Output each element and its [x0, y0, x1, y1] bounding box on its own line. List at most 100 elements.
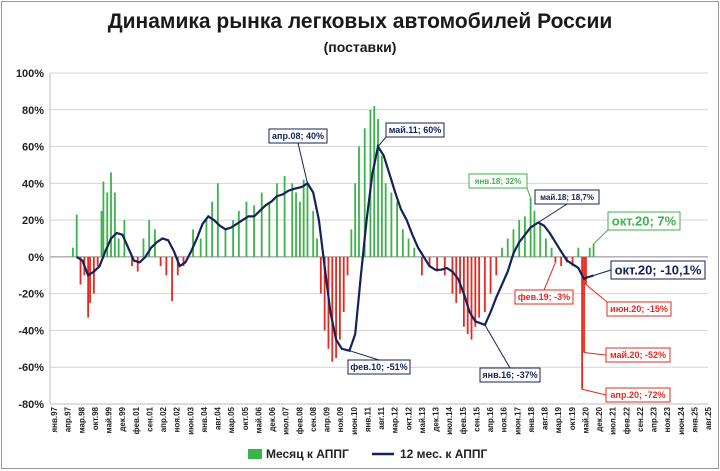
bar: [211, 201, 214, 257]
bar: [560, 256, 563, 267]
y-tick-label: -20%: [18, 289, 44, 301]
x-tick-label: июн.03: [186, 406, 195, 434]
x-tick-label: сен.01: [145, 406, 154, 431]
x-tick-label: янв.04: [200, 406, 209, 432]
bar: [110, 172, 112, 257]
legend-label-line: 12 мес. к АППГ: [400, 447, 488, 461]
annotation-label: янв.18; 32%: [475, 177, 521, 186]
bar: [312, 210, 315, 257]
annotation-box: [534, 189, 600, 205]
x-tick-label: май.99: [105, 406, 114, 433]
bar: [224, 229, 227, 257]
grid-lines: [49, 72, 708, 405]
annotation-leader: [297, 142, 308, 184]
bar: [588, 247, 591, 257]
bar: [331, 256, 334, 362]
bar: [323, 256, 326, 331]
bar: [390, 192, 393, 257]
x-tick-label: июл.21: [609, 406, 618, 434]
bar: [75, 214, 78, 257]
annotation-label: май.20; -52%: [610, 350, 666, 360]
x-tick-label: июн.10: [350, 406, 359, 434]
y-tick-label: -40%: [18, 325, 44, 337]
y-tick-label: 20%: [22, 215, 44, 227]
x-tick-label: окт.05: [241, 406, 250, 430]
annotation-leader: [484, 324, 511, 369]
bar: [451, 256, 454, 294]
annotations: апр.08; 40% май.11; 60% фев.10; -51% янв.18…: [268, 122, 706, 403]
y-tick-label: 60%: [22, 142, 44, 154]
x-tick-label: апр.02: [159, 406, 168, 432]
x-tick-label: июл.14: [445, 406, 454, 434]
legend-swatch-bar: [248, 449, 262, 459]
annotation-label: фев.10; -51%: [350, 362, 407, 372]
bar: [550, 247, 553, 257]
x-tick-label: фев.22: [622, 406, 631, 434]
bar: [413, 247, 416, 257]
annotation-box: [347, 359, 411, 375]
x-tick-label: июл.07: [282, 406, 291, 434]
x-tick-label: янв.18: [527, 406, 536, 432]
bar: [142, 238, 145, 257]
bar: [350, 229, 353, 257]
x-tick-label: окт.98: [91, 406, 100, 430]
y-tick-label: 80%: [22, 105, 44, 117]
x-tick-label: сен.15: [472, 406, 481, 431]
chart-title: Динамика рынка легковых автомобилей Росс…: [107, 10, 613, 33]
bar: [539, 223, 542, 257]
annotation-leader: [593, 229, 609, 245]
x-tick-label: апр.97: [64, 406, 73, 432]
bar: [407, 238, 410, 257]
x-tick-label: июн.24: [677, 406, 686, 434]
bar: [506, 238, 509, 257]
bar: [276, 183, 278, 257]
x-tick-label: дек.20: [595, 406, 604, 431]
bar: [335, 256, 337, 359]
bar: [102, 181, 105, 257]
bar: [428, 256, 431, 267]
x-tick-label: янв.11: [363, 406, 372, 432]
y-tick-label: 40%: [22, 178, 44, 190]
bar: [459, 256, 461, 294]
bar: [306, 183, 309, 257]
x-tick-label: мар.19: [554, 406, 563, 433]
bar: [489, 256, 492, 294]
bar: [421, 256, 423, 276]
bar: [363, 128, 366, 257]
x-tick-label: мар.05: [227, 406, 236, 433]
legend-label-bar: Месяц к АППГ: [266, 447, 349, 461]
x-tick-label: апр.09: [323, 406, 332, 432]
bar: [518, 220, 521, 257]
annotation-label: апр.20; -72%: [611, 390, 666, 400]
bar: [470, 256, 473, 340]
x-tick-label: авг.04: [214, 406, 223, 430]
bar: [79, 256, 82, 285]
x-tick-label: ноя.23: [663, 406, 672, 432]
x-tick-label: май.20: [581, 406, 590, 433]
bar: [87, 256, 90, 318]
bar: [245, 201, 248, 257]
bar: [131, 256, 133, 267]
bar: [524, 216, 526, 257]
bar: [577, 247, 580, 257]
annotation-box: [607, 211, 681, 231]
annotation-label: окт.20; 7%: [612, 214, 677, 229]
x-tick-label: окт.19: [568, 406, 577, 430]
bar: [100, 210, 103, 257]
annotation-box: [268, 128, 328, 144]
bar: [533, 210, 536, 257]
x-tick-label: апр.23: [650, 406, 659, 432]
bar: [495, 256, 498, 276]
bar: [165, 256, 168, 276]
bar: [182, 256, 185, 267]
annotation-box: [514, 289, 574, 305]
annotation-leader: [543, 262, 556, 291]
x-tick-label: сен.22: [636, 406, 645, 431]
legend: Месяц к АППГ 12 мес. к АППГ: [248, 447, 488, 461]
bar: [253, 205, 255, 257]
x-tick-label: апр.16: [486, 406, 495, 432]
bar: [585, 256, 587, 285]
x-tick-label: окт.12: [404, 406, 413, 430]
annotation-leader: [582, 388, 607, 396]
